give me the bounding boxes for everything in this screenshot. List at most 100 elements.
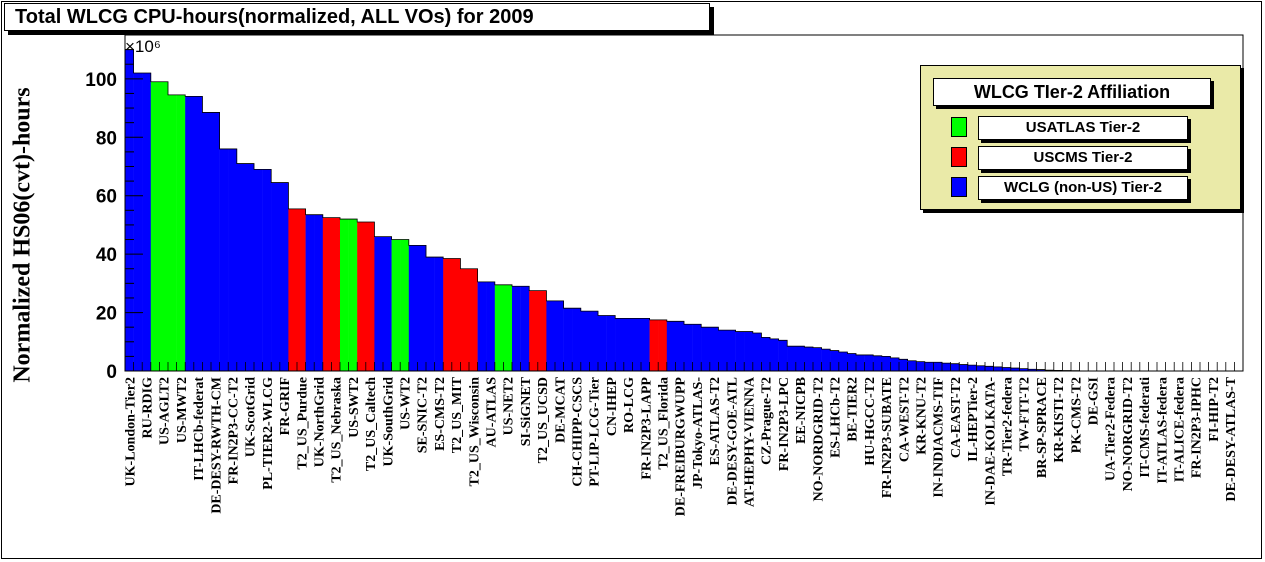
bar-90 [899, 359, 908, 371]
x-tick-label: CA-EAST-T2 [949, 377, 964, 458]
bar-26 [348, 219, 358, 371]
bar-29 [374, 236, 384, 371]
x-tick-label: US-NET2 [502, 377, 517, 435]
y-tick-label: 0 [106, 362, 117, 383]
x-tick-label: IT-ATLAS-federa [1155, 377, 1170, 484]
x-tick-label: UK-London-Tier2 [123, 377, 138, 486]
legend-swatch-usatlas [951, 117, 967, 137]
bar-22 [314, 214, 324, 371]
bar-68 [709, 327, 719, 371]
bar-67 [701, 327, 711, 371]
x-tick-label: DE-DESY-ATLAS-T [1224, 376, 1239, 501]
bars-layer [124, 49, 1243, 372]
bar-71 [735, 331, 745, 371]
bar-32 [400, 239, 410, 371]
x-tick-label: FR-IN2P3-IPHC [1190, 377, 1205, 478]
x-tick-label: NO-NORGRID-T2 [1121, 377, 1136, 491]
bar-105 [1028, 369, 1037, 371]
bar-20 [297, 208, 306, 371]
bar-101 [993, 366, 1003, 371]
bar-48 [537, 290, 547, 371]
x-tick-label: TW-FTT-T2 [1018, 377, 1033, 451]
x-tick-label: US-AGLT2 [158, 377, 173, 445]
x-tick-label: CH-CHIPP-CSCS [571, 377, 586, 487]
x-tick-label: BE-TIER2 [846, 377, 861, 442]
bar-51 [563, 308, 573, 371]
x-tick-label: PK-CMS-T2 [1069, 377, 1084, 453]
x-tick-label: T2_US_Nebraska [330, 377, 345, 483]
bar-66 [692, 324, 702, 371]
bar-91 [907, 360, 917, 371]
bar-14 [245, 163, 255, 371]
x-tick-label: US-SWT2 [347, 377, 362, 438]
bar-80 [813, 347, 822, 371]
x-tick-label: FR-IN2P3-CC-T2 [227, 377, 242, 484]
bar-45 [512, 286, 521, 371]
bar-96 [950, 363, 960, 371]
x-tick-label: RU-RDIG [141, 377, 156, 439]
bar-49 [546, 300, 556, 371]
bar-4 [159, 81, 169, 371]
bar-64 [675, 321, 685, 371]
bar-72 [744, 331, 754, 371]
bar-15 [254, 169, 263, 371]
bar-78 [795, 346, 805, 371]
bar-18 [279, 182, 289, 371]
bar-21 [305, 214, 315, 371]
x-tick-label: T2_US_UCSD [536, 377, 551, 463]
bar-103 [1010, 368, 1020, 371]
bar-54 [589, 311, 599, 371]
x-tick-label: ES-CMS-T2 [433, 377, 448, 451]
y-tick-label: 60 [96, 187, 117, 208]
bar-17 [271, 182, 281, 371]
y-tick-label: 40 [96, 245, 117, 266]
x-tick-label: DE-FREIBURGWUPP [674, 377, 689, 517]
bar-60 [641, 318, 650, 371]
bar-27 [357, 221, 367, 371]
x-tick-label: DE-DESY-GOE-ATL [725, 377, 740, 505]
x-tick-label: BR-SP-SPRACE [1035, 377, 1050, 478]
axis-layer: 0 20 40 60 80 100 ×10⁶ [85, 34, 1244, 383]
x-tick-label: SI-SiGNET [519, 376, 534, 446]
bar-59 [632, 318, 642, 371]
x-tick-label: SE-SNIC-T2 [416, 377, 431, 453]
bar-77 [787, 346, 797, 371]
x-tick-label: UK-ScotGrid [244, 377, 259, 457]
bar-47 [529, 290, 539, 371]
bar-25 [340, 219, 349, 371]
bar-8 [193, 96, 203, 372]
x-tick-label: NO-NORDGRID-T2 [811, 377, 826, 501]
bar-13 [236, 163, 246, 371]
x-tick-label: IN-INDIACMS-TIF [932, 377, 947, 498]
x-tick-label: IT-CMS-federati [1138, 377, 1153, 478]
bar-87 [873, 355, 883, 371]
bar-92 [916, 361, 926, 371]
bar-36 [434, 257, 444, 371]
x-tick-label: UA-Tier2-Federa [1104, 377, 1119, 481]
y-tick-label: 100 [85, 70, 117, 91]
x-tick-label: ES-LHCb-T2 [829, 377, 844, 458]
y-tick-label: 80 [96, 128, 117, 149]
bar-41 [477, 281, 487, 371]
bar-73 [752, 333, 762, 371]
x-tick-label: CZ-Prague-T2 [760, 377, 775, 465]
bar-23 [322, 217, 332, 371]
bar-2 [142, 72, 152, 371]
x-tick-label: JP-Tokyo-ATLAS- [691, 377, 706, 489]
bar-43 [494, 284, 504, 371]
bar-55 [598, 315, 607, 371]
bar-86 [864, 354, 874, 371]
x-tick-label: US-WT2 [399, 377, 414, 430]
x-tick-label: T2_US_Florida [657, 377, 672, 470]
bar-35 [426, 257, 435, 371]
x-tick-label: FR-IN2P3-LPC [777, 377, 792, 471]
bar-46 [520, 286, 530, 371]
bar-7 [185, 96, 195, 372]
bar-62 [658, 319, 668, 371]
bar-65 [684, 324, 693, 371]
bar-89 [890, 357, 900, 371]
x-tick-label: IT-LHCb-federat [192, 377, 207, 481]
bar-53 [580, 311, 590, 371]
bar-61 [649, 319, 659, 371]
bar-38 [451, 258, 461, 371]
